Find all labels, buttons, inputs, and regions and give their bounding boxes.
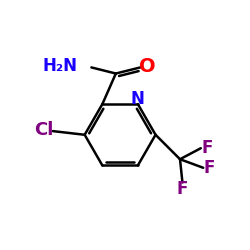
Text: H₂N: H₂N [43,57,78,75]
Text: F: F [177,180,188,198]
Text: F: F [201,139,212,157]
Text: O: O [139,58,156,76]
Text: N: N [131,90,145,108]
Text: Cl: Cl [34,121,53,139]
Text: F: F [204,159,215,177]
